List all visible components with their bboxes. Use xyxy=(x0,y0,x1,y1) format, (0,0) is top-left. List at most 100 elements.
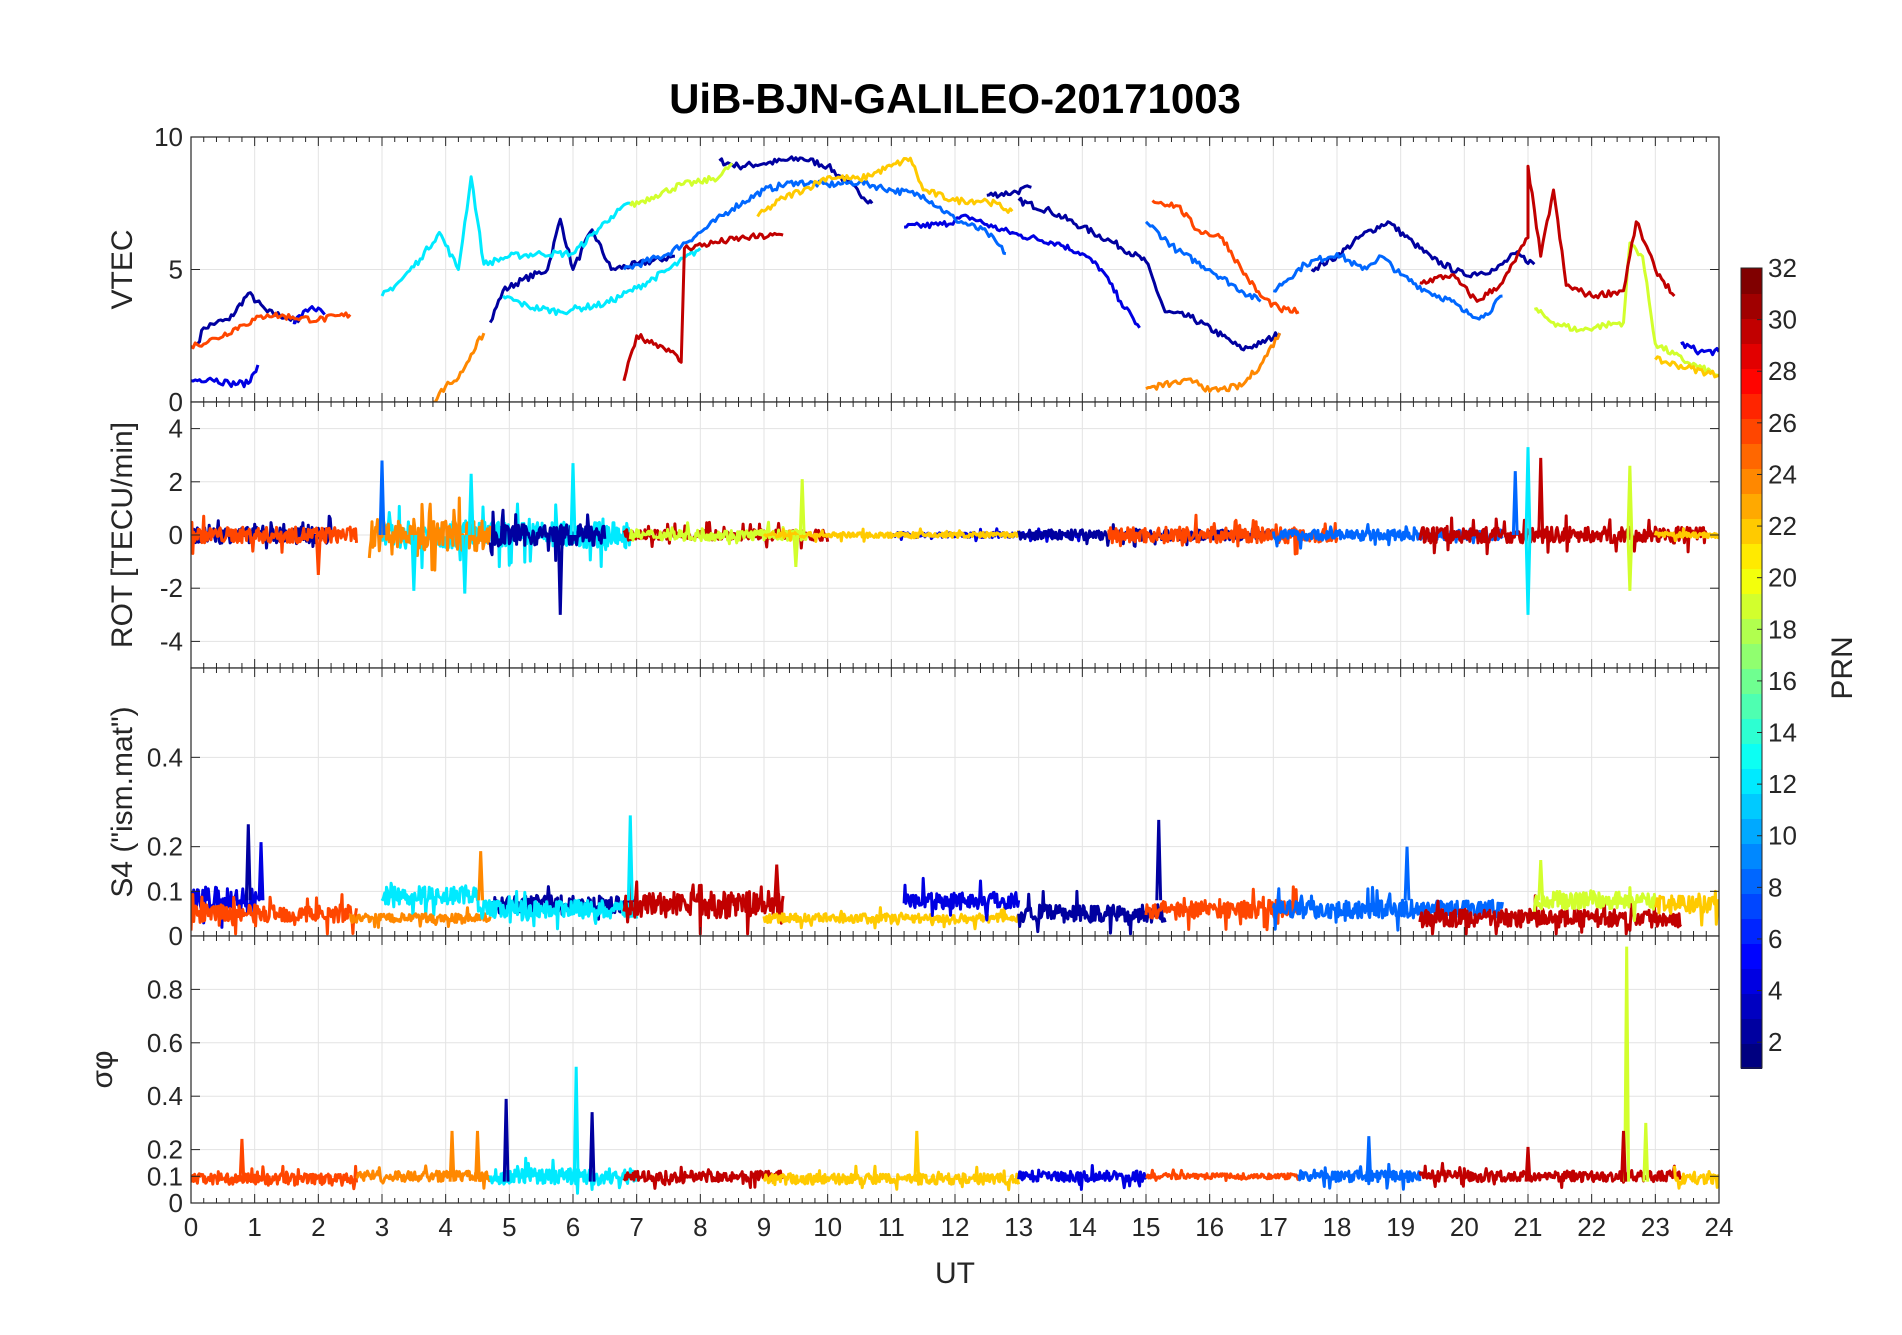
x-tick-label: 14 xyxy=(1068,1212,1097,1242)
vtec-line-prn-4 xyxy=(1680,341,1719,357)
x-tick-label: 18 xyxy=(1323,1212,1352,1242)
sigma-spike-prn-26 xyxy=(238,1138,246,1182)
colorbar-swatch-13 xyxy=(1741,743,1762,769)
sigma-line-prn-22 xyxy=(762,1164,1021,1192)
vtec-line-prn-30 xyxy=(622,231,784,382)
vtec-line-prn-2 xyxy=(986,184,1032,199)
x-tick-label: 4 xyxy=(438,1212,452,1242)
vtec-line-prn-2 xyxy=(1310,220,1536,279)
x-tick-label: 13 xyxy=(1004,1212,1033,1242)
colorbar-swatch-7 xyxy=(1741,893,1762,919)
x-tick-label: 5 xyxy=(502,1212,516,1242)
sigma-spike-prn-30 xyxy=(1620,1130,1627,1182)
y-tick-label: 4 xyxy=(169,414,183,444)
colorbar-swatch-14 xyxy=(1741,718,1762,744)
s4-spike-prn-2 xyxy=(244,824,252,901)
rot-spike-prn-12 xyxy=(461,534,469,594)
colorbar-swatch-32 xyxy=(1741,268,1762,294)
x-tick-label: 21 xyxy=(1514,1212,1543,1242)
x-tick-label: 19 xyxy=(1386,1212,1415,1242)
y-tick-label: 0.6 xyxy=(147,1028,183,1058)
rot-spike-prn-30 xyxy=(1537,457,1545,536)
vtec-line-prn-12 xyxy=(501,247,702,316)
sigma-line-prn-30 xyxy=(1418,1161,1683,1189)
s4-spike-prn-24 xyxy=(477,851,485,901)
y-tick-label: -4 xyxy=(160,626,183,656)
colorbar-swatch-23 xyxy=(1741,493,1762,519)
colorbar-tick-label: 26 xyxy=(1768,408,1797,438)
s4-line-prn-24 xyxy=(348,906,492,929)
colorbar-box xyxy=(1740,267,1763,1069)
s4-line-prn-22 xyxy=(1653,889,1719,927)
sigma-line-prn-24 xyxy=(355,1164,492,1190)
colorbar-tick-label: 16 xyxy=(1768,666,1797,696)
panel-vtec: 0 5 10 VTEC xyxy=(106,122,1720,417)
rot-line-prn-24 xyxy=(367,496,492,572)
vtec-line-prn-4 xyxy=(904,213,1141,329)
vtec-line-prn-24 xyxy=(432,332,486,402)
y-tick-label: 0.4 xyxy=(147,742,183,772)
sigma-spike-prn-30 xyxy=(1524,1146,1532,1182)
vtec-line-prn-26 xyxy=(1151,199,1300,315)
colorbar-tick-label: 2 xyxy=(1768,1027,1782,1057)
y-tick-label: 0.8 xyxy=(147,974,183,1004)
y-tick-label: 0 xyxy=(169,520,183,550)
y-axis-label-sigma: σφ xyxy=(86,1051,119,1089)
rot-spike-prn-12 xyxy=(1524,447,1532,536)
y-tick-label: 5 xyxy=(169,255,183,285)
rot-spike-prn-19 xyxy=(792,534,800,568)
s4-line-prn-4 xyxy=(902,876,1021,922)
colorbar-swatch-4 xyxy=(1741,968,1762,994)
colorbar-tick-label: 6 xyxy=(1768,924,1782,954)
rot-spike-prn-12 xyxy=(410,534,418,591)
sigma-line-prn-26 xyxy=(1145,1168,1301,1182)
rot-spike-prn-12 xyxy=(467,473,475,536)
x-axis-label: UT xyxy=(935,1257,975,1290)
rot-spike-prn-12 xyxy=(1524,534,1532,615)
colorbar-swatch-15 xyxy=(1741,693,1762,719)
sigma-spike-prn-22 xyxy=(913,1130,921,1182)
colorbar-swatch-22 xyxy=(1741,518,1762,544)
colorbar-tick-label: 32 xyxy=(1768,253,1797,283)
rot-spike-prn-19 xyxy=(1626,465,1634,536)
x-tick-label: 10 xyxy=(813,1212,842,1242)
sigma-line-prn-8 xyxy=(1297,1162,1422,1191)
x-tick-label: 2 xyxy=(311,1212,325,1242)
colorbar-swatch-18 xyxy=(1741,618,1762,644)
sigma-line-prn-26 xyxy=(191,1164,358,1191)
colorbar-swatch-26 xyxy=(1741,418,1762,444)
x-tick-label: 20 xyxy=(1450,1212,1479,1242)
colorbar-swatch-3 xyxy=(1741,993,1762,1019)
colorbar-swatch-27 xyxy=(1741,393,1762,419)
sigma-spike-prn-19 xyxy=(1623,946,1631,1182)
colorbar-swatch-25 xyxy=(1741,443,1762,469)
y-tick-label: 0.4 xyxy=(147,1081,183,1111)
colorbar-swatch-5 xyxy=(1741,943,1762,969)
y-tick-label: 0 xyxy=(169,921,183,951)
colorbar-tick-label: 8 xyxy=(1768,872,1782,902)
x-tick-label: 11 xyxy=(878,1212,905,1242)
series-group xyxy=(191,946,1719,1195)
sigma-line-prn-4 xyxy=(1017,1164,1148,1191)
colorbar-swatch-21 xyxy=(1741,543,1762,569)
colorbar-swatch-6 xyxy=(1741,918,1762,944)
series-group xyxy=(191,447,1719,615)
vtec-line-prn-26 xyxy=(191,311,352,350)
x-tick-label: 15 xyxy=(1132,1212,1161,1242)
colorbar-tick-label: 10 xyxy=(1768,821,1797,851)
y-tick-label: 0.1 xyxy=(147,876,183,906)
x-tick-label: 24 xyxy=(1705,1212,1734,1242)
y-tick-label: 0 xyxy=(169,387,183,417)
y-tick-label: 0.1 xyxy=(147,1161,183,1191)
x-tick-label: 7 xyxy=(629,1212,643,1242)
colorbar-tick-label: 12 xyxy=(1768,769,1797,799)
colorbar-tick-label: 22 xyxy=(1768,511,1797,541)
vtec-line-prn-8 xyxy=(1144,220,1262,303)
vtec-line-prn-4 xyxy=(292,305,326,325)
colorbar-swatch-16 xyxy=(1741,668,1762,694)
sigma-spike-prn-12 xyxy=(572,1066,580,1182)
s4-spike-prn-30 xyxy=(773,864,781,901)
s4-line-prn-12 xyxy=(380,881,479,919)
